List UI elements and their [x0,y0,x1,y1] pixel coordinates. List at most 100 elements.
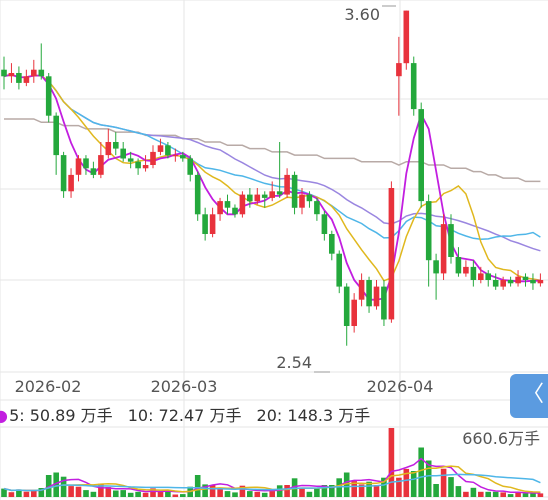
candle-body [485,273,491,280]
candle-body [507,280,514,284]
candle [187,155,193,182]
candle-body [500,280,506,287]
candle-body [254,194,261,202]
volume-bar [314,488,320,497]
volume-bar [83,490,89,497]
volume-bar [247,491,253,497]
candle [247,188,253,208]
volume-bar [448,477,454,497]
volume-bar [478,491,484,497]
volume-bar [329,485,335,497]
candle-body [31,69,37,77]
candle-body [470,266,477,280]
candle-body [463,266,469,274]
volume-bar [53,472,59,497]
volume-bar [157,491,164,497]
candle [492,273,499,290]
candle-body [448,224,454,257]
candle [209,207,216,238]
candle-body [269,191,275,198]
volume-bar [209,485,216,497]
candle-body [522,276,529,280]
volume-bar [127,492,134,497]
candle-body [105,142,112,156]
volume-bar [530,492,536,497]
candle [53,112,59,175]
volume-bar [180,494,186,497]
candle-body [396,63,402,77]
candle-body [440,224,447,274]
candle-body [351,299,357,326]
volume-bar [135,491,141,497]
candle [202,207,208,241]
candle [321,211,328,241]
candle [373,280,380,310]
volume-bar [351,481,357,497]
candle-body [23,76,30,83]
candle [23,69,30,87]
volume-bar [418,447,424,497]
candle [98,142,104,179]
price-low-marker: 2.54 [276,353,330,373]
candle-body [329,234,335,254]
candle-body [306,194,313,202]
volume-bar [500,492,506,497]
candle [284,168,290,198]
x-axis: 2026-02 2026-03 2026-04 [15,377,434,396]
volume-bar [165,490,171,497]
candle [217,197,223,221]
candle-body [209,214,216,234]
candle [75,155,82,182]
volume-bar [306,491,313,497]
candle [507,276,514,287]
volume-bar [23,491,30,497]
candle-body [75,158,82,175]
candle [135,158,141,175]
price-high-marker: 3.60 [344,5,396,24]
candle-body [142,165,149,169]
candle [239,191,246,218]
volume-bar [284,485,290,497]
candle-body [388,188,395,320]
volume-bar [485,491,491,497]
candle-body [202,214,208,234]
candle-body [381,286,387,320]
candle [113,132,119,156]
volume-bar [343,472,350,497]
volume-peak-label: 660.6万手 [462,429,540,448]
candle-body [83,158,89,169]
volume-bar [1,488,7,497]
volume-bar [68,486,74,497]
candle-body [373,286,380,307]
candle [254,188,261,205]
candle-body [299,194,305,208]
collapse-panel-button[interactable]: 〈 [510,374,548,418]
ma60-line [4,118,541,183]
candle-body [314,201,320,215]
price-low-label: 2.54 [276,353,312,372]
candle-body [433,260,439,274]
volume-bar [470,487,477,497]
volume-ma20-line [3,473,541,492]
volume-bar [120,490,126,497]
candle-body [150,151,156,165]
volume-bar [113,490,119,497]
candle-body [247,194,253,202]
candle [8,63,15,83]
candle [329,230,335,261]
volume-ma5-value: 5: 50.89 万手 [9,406,113,425]
volume-bar [75,486,82,497]
x-tick-label: 2026-02 [15,377,82,396]
volume-bar [8,492,15,497]
candle [500,276,506,290]
volume-bar [142,492,149,497]
candle [120,142,126,162]
volume-bar [60,476,67,497]
volume-bar [224,491,231,497]
candle-body [217,201,223,215]
x-tick-label: 2026-03 [151,377,218,396]
volume-bar [202,484,208,497]
candle-body [232,207,238,215]
candle-body [276,191,283,195]
candle-body [16,73,22,83]
